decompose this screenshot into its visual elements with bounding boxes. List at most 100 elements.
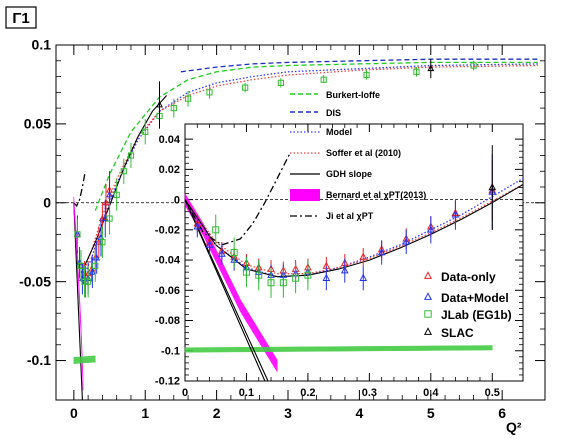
main-plot-area	[55, 44, 546, 401]
point-data-only	[102, 198, 110, 206]
legend-label: GDH slope	[326, 169, 372, 179]
point-jlab-eg1b-	[242, 268, 250, 276]
point-data-model	[426, 225, 435, 233]
main-bands	[73, 196, 96, 391]
y-tick-label: 0	[174, 194, 180, 206]
x-tick-label: 0.3	[362, 387, 377, 399]
point-jlab-eg1b-	[292, 274, 300, 282]
legend-label: Data-only	[441, 270, 496, 284]
point-data-model	[88, 268, 96, 275]
point-jlab-eg1b-	[304, 271, 312, 279]
point-data-only	[359, 252, 368, 260]
point-data-model	[193, 222, 202, 230]
point-jlab-eg1b-	[127, 152, 135, 159]
y-tick-label: 0.1	[32, 37, 52, 53]
y-tick-label: -0.04	[155, 255, 181, 267]
x-tick-label: 0.2	[300, 387, 315, 399]
y-tick-label: -0.1	[161, 345, 180, 357]
point-jlab-eg1b-	[413, 68, 420, 75]
y-tick-label: -0.02	[155, 224, 180, 236]
legend-label: Ji et al χPT	[326, 211, 374, 221]
inset-y-axis: -0.12 -0.1 -0.08 -0.06 -0.04 -0.02 0 0.02 0.04	[155, 134, 523, 388]
band-dispersion-band	[184, 345, 493, 353]
legend-swatch	[290, 189, 320, 201]
point-jlab-eg1b-	[85, 278, 92, 285]
point-jlab-eg1b-	[242, 84, 249, 91]
point-jlab-eg1b-	[470, 62, 477, 69]
x-tick-label: 4	[355, 405, 363, 421]
y-tick-label: -0.12	[155, 376, 180, 388]
legend-label: Data+Model	[441, 291, 509, 305]
x-tick-label: 0.4	[423, 387, 439, 399]
y-tick-label: -0.08	[155, 315, 180, 327]
point-slac	[427, 64, 435, 72]
point-data-model	[218, 249, 226, 257]
point-slac	[156, 100, 163, 108]
inset-x-axis: 0 0.1 0.2 0.3 0.4 0.5	[182, 124, 500, 399]
curve-fit	[184, 184, 524, 278]
y-tick-label: 0.05	[24, 116, 51, 132]
point-jlab-eg1b-	[230, 249, 238, 256]
inset-data-points	[193, 145, 497, 298]
y-tick-label: 0	[43, 194, 51, 210]
point-data-model	[359, 273, 368, 281]
band-bernard-et-al-pt-2013-	[73, 196, 84, 391]
legend-label: JLab (EG1b)	[441, 308, 512, 322]
point-jlab-eg1b-	[255, 271, 263, 279]
band-dispersion-band	[73, 355, 96, 364]
x-tick-label: 3	[284, 405, 292, 421]
inset-legend: Model Soffer et al (2010) GDH slope Bernard…	[290, 127, 426, 221]
point-jlab-eg1b-	[74, 231, 81, 238]
point-slac	[488, 182, 497, 191]
point-data-model	[451, 210, 460, 218]
legend-clip	[320, 83, 380, 90]
point-jlab-eg1b-	[113, 191, 120, 198]
point-data-model	[377, 247, 386, 256]
main-x-axis: 0 1 2 3 4 5 6	[70, 45, 506, 421]
legend-marker	[423, 327, 433, 335]
legend-marker	[423, 271, 433, 279]
x-tick-label: 1	[141, 405, 149, 421]
point-jlab-eg1b-	[81, 278, 88, 285]
y-tick-label: -0.05	[19, 273, 51, 289]
legend-label: Burkert-Ioffe	[326, 90, 380, 100]
main-legend: Burkert-Ioffe DIS	[290, 83, 380, 118]
point-data-model	[340, 266, 349, 274]
x-axis-label: Q²	[506, 419, 522, 435]
point-jlab-eg1b-	[170, 105, 177, 112]
point-jlab-eg1b-	[277, 79, 284, 86]
curve-soffer-et-al-2010-	[184, 183, 524, 275]
curve-burkert-ioffe	[94, 61, 538, 211]
x-tick-label: 0	[70, 405, 78, 421]
legend-label: DIS	[326, 108, 341, 118]
chart-title: Γ1	[12, 10, 29, 27]
point-jlab-eg1b-	[99, 239, 106, 246]
point-data-model	[205, 240, 214, 248]
y-tick-label: -0.06	[155, 285, 180, 297]
point-jlab-eg1b-	[212, 226, 220, 234]
point-jlab-eg1b-	[92, 262, 99, 269]
point-jlab-eg1b-	[320, 76, 327, 83]
point-jlab-eg1b-	[142, 128, 149, 135]
y-tick-label: -0.1	[27, 352, 51, 368]
x-tick-label: 0.5	[485, 387, 500, 399]
marker-legend: Data-only Data+Model JLab (EG1b) SLAC	[423, 270, 512, 340]
legend-label: Model	[326, 127, 352, 137]
point-jlab-eg1b-	[279, 279, 287, 287]
x-tick-label: 0.1	[239, 387, 254, 399]
x-tick-label: 0	[182, 387, 188, 399]
x-tick-label: 2	[213, 405, 221, 421]
point-jlab-eg1b-	[184, 95, 192, 102]
y-tick-label: 0.02	[159, 164, 180, 176]
point-jlab-eg1b-	[267, 279, 275, 287]
point-jlab-eg1b-	[77, 262, 85, 269]
legend-marker	[423, 292, 433, 300]
y-tick-label: 0.04	[159, 134, 181, 146]
point-data-model	[402, 237, 411, 245]
main-data-points	[73, 59, 477, 298]
point-data-model	[322, 273, 331, 281]
title-box: Γ1	[5, 6, 37, 29]
point-jlab-eg1b-	[363, 71, 370, 79]
curve-model	[184, 177, 524, 278]
